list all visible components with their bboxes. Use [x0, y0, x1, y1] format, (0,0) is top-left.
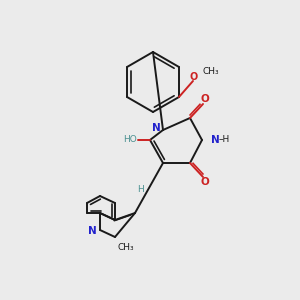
Text: O: O [201, 94, 209, 104]
Text: H: H [138, 185, 144, 194]
Text: CH₃: CH₃ [118, 242, 135, 251]
Text: O: O [190, 72, 198, 82]
Text: N: N [211, 135, 220, 145]
Text: CH₃: CH₃ [203, 67, 220, 76]
Text: –H: –H [219, 136, 230, 145]
Text: HO: HO [123, 136, 137, 145]
Text: N: N [88, 226, 96, 236]
Text: N: N [152, 123, 160, 133]
Text: O: O [201, 177, 209, 187]
